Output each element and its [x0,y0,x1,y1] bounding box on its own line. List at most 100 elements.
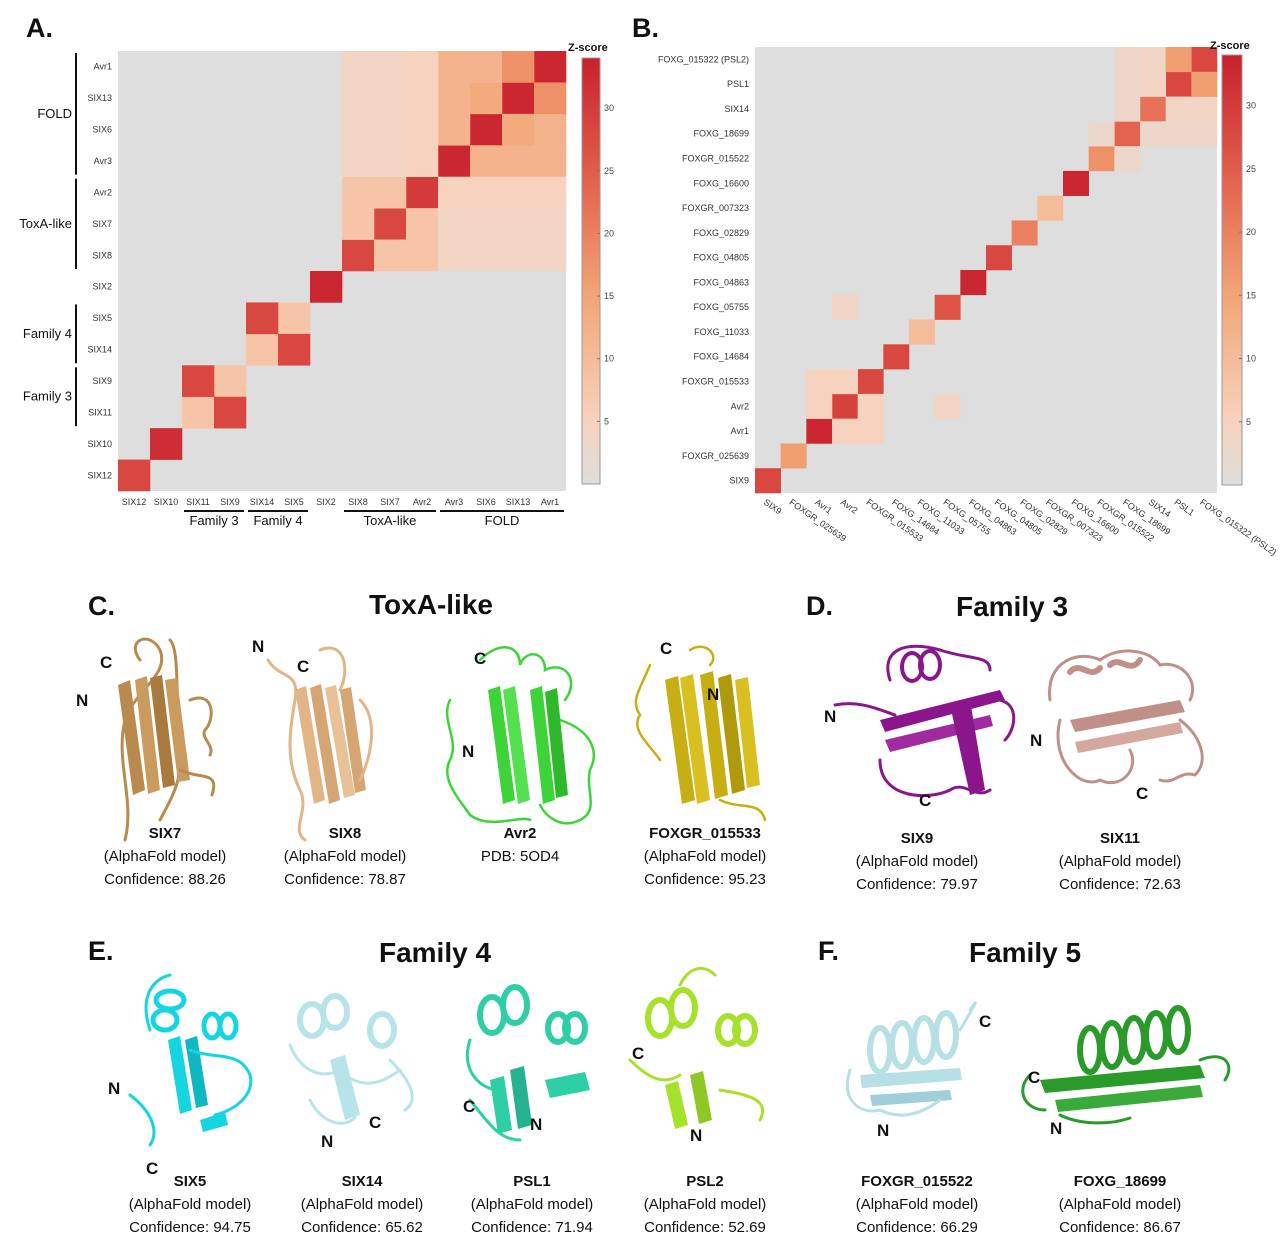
colorbar-b: Z-score 5 10 15 20 25 30 [1210,40,1256,486]
heatmap-b: SIX9 FOXGR_025639 Avr1 Avr2 FOXGR_015533 FOXG… [658,47,1278,557]
structure-confidence: Confidence: 94.75 [129,1219,251,1236]
x-tick-label: Avr1 [541,497,559,507]
heatmap-cell [438,51,471,83]
heatmap-cell [857,369,884,395]
panel-label-b: B. [632,13,659,43]
colorbar-tick-label: 25 [1246,164,1256,174]
terminus-label: N [690,1126,702,1145]
heatmap-cell [1140,121,1166,147]
x-tick-label: Avr2 [413,497,431,507]
heatmap-cell [857,393,884,419]
terminus-label: C [632,1044,644,1063]
heatmap-cell [534,51,567,83]
terminus-label: C [100,653,112,672]
y-tick-label: Avr1 [94,62,112,72]
title-family-3: Family 3 [956,591,1068,622]
y-tick-label: SIX14 [87,345,112,355]
structure-confidence: Confidence: 95.23 [644,871,766,888]
heatmap-cell [470,176,503,209]
heatmap-cell [374,113,407,146]
x-tick-label: SIX9 [220,497,240,507]
x-tick-label: SIX2 [316,497,336,507]
terminus-label: C [979,1012,991,1031]
y-tick-label: SIX13 [87,93,112,103]
structure-confidence: Confidence: 66.29 [856,1219,978,1236]
structure-confidence: Confidence: 71.94 [471,1219,593,1236]
col-group-label: FOLD [485,513,520,528]
x-tick-label: SIX5 [284,497,304,507]
heatmap-cell [909,319,935,345]
heatmap-cell [374,176,407,209]
x-tick-label: SIX13 [506,497,531,507]
heatmap-cell [883,344,910,370]
colorbar-tick-label: 30 [604,103,614,113]
heatmap-cell [374,51,407,83]
colorbar-tick-label: 5 [1246,417,1251,427]
heatmap-cell [534,176,567,209]
heatmap-cell [438,176,471,209]
x-tick-label: SIX6 [476,497,496,507]
heatmap-cell [470,145,503,178]
colorbar-a: Z-score 5 10 15 20 25 30 [568,42,614,485]
heatmap-cell [534,239,567,272]
structure-name: Avr2 [504,825,537,842]
heatmap-cell [832,418,858,444]
x-tick-label: FOXG_015322 (PSL2) [1198,497,1278,557]
row-group-label: Family 4 [23,326,72,341]
terminus-label: C [297,657,309,676]
y-tick-label: SIX14 [724,104,749,114]
heatmap-cell [1140,47,1166,73]
heatmap-cell [406,239,439,272]
y-tick-label: FOXG_04805 [693,253,749,263]
col-group-label: ToxA-like [364,513,417,528]
heatmap-cell [534,208,567,240]
row-group-label: Family 3 [23,389,72,404]
heatmap-cell [1191,71,1218,97]
y-tick-label: FOXG_18699 [693,129,749,139]
heatmap-cell [1140,71,1166,97]
x-tick-label: SIX12 [122,497,147,507]
title-family-5: Family 5 [969,937,1081,968]
heatmap-cell [1165,71,1192,97]
structure-confidence: Confidence: 79.97 [856,876,978,893]
heatmap-cell [1088,146,1115,172]
structure-name: SIX5 [174,1173,207,1190]
heatmap-cell [502,51,535,83]
y-tick-label: SIX9 [729,476,749,486]
y-tick-label: SIX8 [92,250,112,260]
terminus-label: C [919,791,931,810]
terminus-label: C [146,1159,158,1178]
terminus-label: N [76,691,88,710]
heatmap-cell [1165,47,1192,73]
heatmap-cell [806,418,833,444]
x-tick-label: Avr2 [839,497,860,516]
panel-label-c: C. [88,591,115,621]
y-tick-label: SIX7 [92,219,112,229]
colorbar-a-title: Z-score [568,42,608,54]
structure-name: FOXGR_015533 [649,825,761,842]
heatmap-cell [806,393,833,419]
heatmap-cell [374,239,407,272]
heatmap-cell [1037,195,1064,221]
heatmap-cell [182,365,215,398]
terminus-label: C [1136,784,1148,803]
heatmap-cell [1114,47,1141,73]
col-group-label: Family 4 [253,513,302,528]
structure-source: (AlphaFold model) [644,848,767,865]
heatmap-cell [1114,146,1141,172]
structure-confidence: Confidence: 88.26 [104,871,226,888]
title-toxa-like: ToxA-like [369,589,493,620]
terminus-label: N [252,637,264,656]
heatmap-cell [374,82,407,115]
heatmap-cell [857,418,884,444]
row-group-label: ToxA-like [19,216,72,231]
y-tick-label: FOXG_11033 [694,327,749,337]
structure-name: SIX9 [901,830,934,847]
colorbar-a-bar [581,57,601,485]
heatmap-cell [278,333,311,366]
heatmap-cell [342,239,375,272]
y-tick-label: SIX9 [92,376,112,386]
structure-foxg-18699 [1021,1005,1231,1125]
structure-six11 [1048,649,1204,785]
heatmap-cell [502,145,535,178]
